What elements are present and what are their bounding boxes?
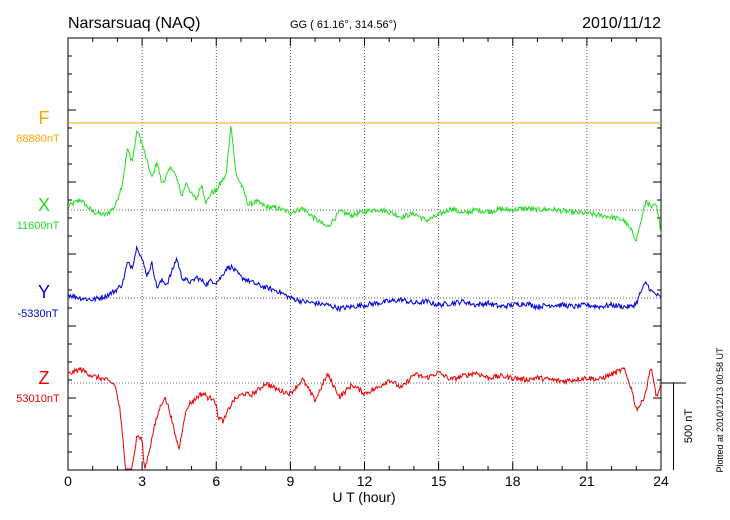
series-baseline-label-x: 11600nT	[17, 220, 60, 232]
x-tick-label: 24	[653, 473, 669, 489]
x-axis-label: U T (hour)	[332, 489, 395, 505]
x-tick-label: 18	[505, 473, 521, 489]
series-baseline-label-y: -5330nT	[18, 308, 59, 320]
series-baseline-label-f: 88880nT	[16, 133, 60, 145]
x-tick-label: 9	[286, 473, 294, 489]
series-labels: F 88880nT X 11600nT Y -5330nT Z 53010nT	[16, 108, 60, 405]
grid-lines	[68, 38, 661, 470]
x-tick-label: 6	[212, 473, 220, 489]
series-line-y	[67, 245, 662, 313]
x-tick-label: 12	[357, 473, 373, 489]
x-tick-label: 0	[64, 473, 72, 489]
x-tick-label: 21	[579, 473, 595, 489]
x-tick-label: 3	[138, 473, 146, 489]
axis-ticks: 0 3 6 9 12 15 18 21 24	[64, 37, 669, 489]
series-name-z: Z	[39, 368, 50, 388]
series-baseline-label-z: 53010nT	[16, 393, 60, 405]
scale-bar-label: 500 nT	[683, 409, 695, 444]
chart-subtitle: GG ( 61.16°, 314.56°)	[290, 19, 397, 31]
series-line-z	[67, 366, 662, 470]
plotted-note: Plotted at 2010/12/13 00:58 UT	[715, 347, 725, 473]
series-line-x	[67, 125, 662, 242]
chart-date: 2010/11/12	[582, 15, 661, 32]
series-name-f: F	[39, 108, 50, 128]
series-layer	[67, 122, 662, 470]
chart-title: Narsarsuaq (NAQ)	[68, 15, 200, 32]
series-name-x: X	[38, 195, 50, 215]
x-tick-label: 15	[431, 473, 447, 489]
series-name-y: Y	[38, 282, 50, 302]
